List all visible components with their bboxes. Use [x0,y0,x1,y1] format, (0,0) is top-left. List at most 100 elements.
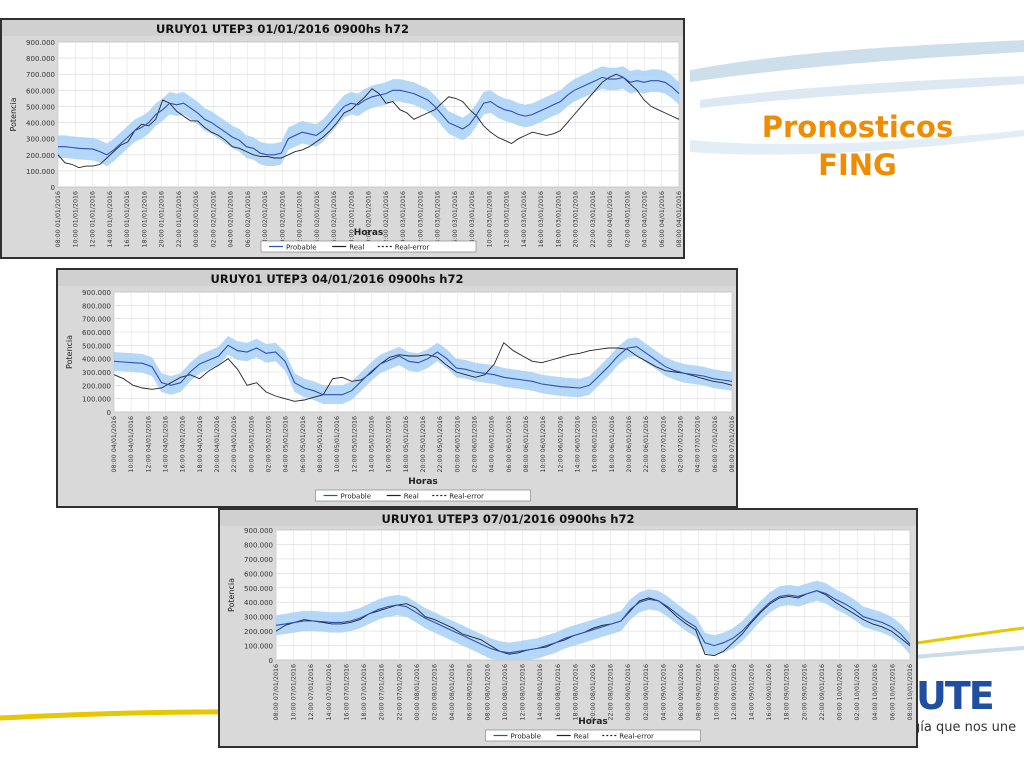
x-tick-label: 06:00 09/01/2016 [678,664,685,720]
chart-1: URUY01 UTEP3 01/01/2016 0900hs h72 0 100.0… [2,20,683,253]
x-tick-label: 02:00 03/01/2016 [417,191,424,247]
x-tick-label: 08:00 10/01/2016 [907,664,914,720]
x-tick-label: 08:00 09/01/2016 [696,664,703,720]
x-tick-label: 00:00 03/01/2016 [400,191,407,247]
x-tick-label: 18:00 05/01/2016 [403,416,410,472]
x-tick-label: 02:00 09/01/2016 [643,664,650,720]
x-tick-label: 22:00 01/01/2016 [176,191,183,247]
title-line-1: Pronosticos [761,110,954,144]
x-tick-label: 16:00 01/01/2016 [124,191,131,247]
x-tick-label: 10:00 05/01/2016 [334,416,341,472]
x-tick-label: 14:00 06/01/2016 [575,416,582,472]
legend-label: Real-error [395,244,430,252]
x-tick-label: 18:00 06/01/2016 [609,416,616,472]
x-tick-label: 12:00 01/01/2016 [90,191,97,247]
y-tick-label: 200.000 [26,152,55,160]
x-tick-label: 06:00 10/01/2016 [889,664,896,720]
series-line-probable [58,76,680,156]
x-tick-label: 04:00 07/01/2016 [695,416,702,472]
y-tick-label: 500.000 [244,585,273,593]
legend-box [260,240,477,253]
x-tick-label: 18:00 02/01/2016 [348,191,355,247]
x-tick-label: 04:00 08/01/2016 [449,664,456,720]
x-tick-label: 02:00 08/01/2016 [432,664,439,720]
x-tick-label: 16:00 05/01/2016 [386,416,393,472]
y-tick-label: 500.000 [26,103,55,111]
x-tick-label: 16:00 04/01/2016 [180,416,187,472]
legend: Probable Real Real-error [260,240,477,253]
x-tick-label: 12:00 04/01/2016 [145,416,152,472]
legend-label: Probable [286,244,317,252]
x-tick-label: 18:00 01/01/2016 [141,191,148,247]
legend-box [485,729,701,742]
series-line-probable [113,344,733,396]
probable-band [276,580,910,660]
x-tick-label: 20:00 07/01/2016 [379,664,386,720]
chart-title: URUY01 UTEP3 01/01/2016 0900hs h72 [156,22,409,36]
x-tick-label: 18:00 07/01/2016 [361,664,368,720]
x-tick-label: 22:00 06/01/2016 [643,416,650,472]
x-tick-label: 00:00 06/01/2016 [454,416,461,472]
series-line-real [113,341,733,402]
logo-tagline: gía que nos une [912,720,1017,735]
y-tick-label: 700.000 [244,556,273,564]
x-axis-label: Horas [408,477,438,487]
x-tick-label: 00:00 07/01/2016 [660,416,667,472]
x-tick-label: 02:00 10/01/2016 [854,664,861,720]
series-line-probable [275,590,911,654]
legend-box [315,489,531,502]
x-tick-label: 08:00 06/01/2016 [523,416,530,472]
y-tick-label: 400.000 [244,599,273,607]
x-tick-label: 08:00 07/01/2016 [729,416,736,472]
y-tick-label: 800.000 [244,541,273,549]
chart-2: URUY01 UTEP3 04/01/2016 0900hs h72 0 100.0… [58,270,736,502]
x-tick-label: 14:00 01/01/2016 [107,191,114,247]
x-tick-label: 12:00 03/01/2016 [504,191,511,247]
x-tick-label: 16:00 06/01/2016 [592,416,599,472]
legend-label: Real [574,733,589,741]
x-tick-label: 04:00 05/01/2016 [283,416,290,472]
x-tick-label: 00:00 09/01/2016 [625,664,632,720]
x-tick-label: 06:00 03/01/2016 [452,191,459,247]
x-tick-label: 20:00 01/01/2016 [159,191,166,247]
x-tick-label: 02:00 05/01/2016 [266,416,273,472]
x-axis-label: Horas [578,717,608,727]
x-tick-label: 04:00 03/01/2016 [435,191,442,247]
x-tick-label: 12:00 06/01/2016 [557,416,564,472]
y-tick-label: 100.000 [244,643,273,651]
series-line-real [57,73,680,169]
legend-label: Probable [341,493,372,501]
x-axis-label: Horas [354,228,384,238]
x-tick-label: 18:00 03/01/2016 [555,191,562,247]
x-tick-label: 04:00 04/01/2016 [642,191,649,247]
legend-label: Probable [511,733,542,741]
y-tick-label: 800.000 [82,302,111,310]
legend-label: Real-error [619,733,654,741]
legend: Probable Real Real-error [485,729,701,742]
svg-text:UTE: UTE [916,675,993,715]
title-line-2: FING [818,148,897,182]
x-tick-label: 16:00 02/01/2016 [331,191,338,247]
x-tick-label: 14:00 05/01/2016 [369,416,376,472]
legend-label: Real-error [449,493,484,501]
x-tick-label: 16:00 07/01/2016 [343,664,350,720]
x-tick-label: 16:00 03/01/2016 [538,191,545,247]
x-tick-label: 22:00 02/01/2016 [383,191,390,247]
x-tick-label: 04:00 09/01/2016 [660,664,667,720]
chart-panel-3: URUY01 UTEP3 07/01/2016 0900hs h72 0 100.0… [218,508,918,748]
x-tick-label: 10:00 03/01/2016 [486,191,493,247]
x-tick-label: 00:00 05/01/2016 [248,416,255,472]
chart-title: URUY01 UTEP3 04/01/2016 0900hs h72 [211,272,464,286]
x-tick-label: 12:00 09/01/2016 [731,664,738,720]
x-tick-label: 08:00 02/01/2016 [262,191,269,247]
x-tick-label: 04:00 06/01/2016 [489,416,496,472]
x-tick-label: 00:00 08/01/2016 [414,664,421,720]
x-tick-label: 06:00 02/01/2016 [245,191,252,247]
title-bar [58,270,736,286]
x-tick-label: 10:00 06/01/2016 [540,416,547,472]
x-tick-label: 08:00 01/01/2016 [55,191,62,247]
x-tick-label: 16:00 08/01/2016 [555,664,562,720]
x-tick-label: 08:00 05/01/2016 [317,416,324,472]
y-axis-label: Potencia [227,578,236,612]
x-tick-label: 12:00 07/01/2016 [308,664,315,720]
